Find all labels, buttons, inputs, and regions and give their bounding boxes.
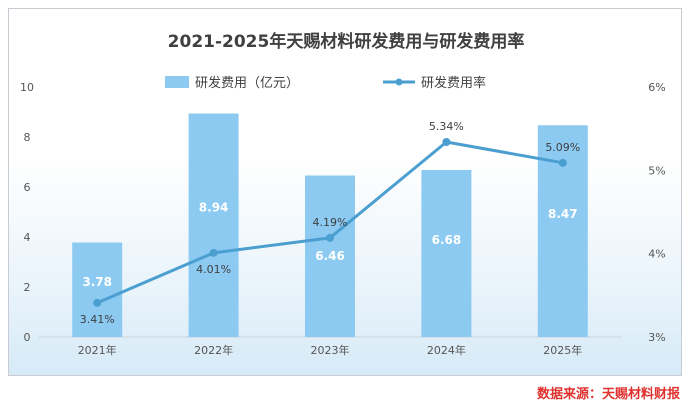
bar-value-label: 8.94: [199, 200, 229, 214]
line-value-label: 3.41%: [80, 313, 115, 326]
line-point: [442, 138, 451, 146]
y-left-tick-label: 0: [24, 331, 31, 344]
bar-value-label: 3.78: [82, 275, 112, 289]
x-tick-label: 2021年: [78, 343, 117, 357]
y-right-tick-label: 4%: [648, 248, 665, 261]
axes: 0 2 4 6 8 10 3% 4% 5% 6% 2021年 2022年 2023年 2024年 2025年: [20, 81, 666, 357]
bar-value-label: 8.47: [548, 207, 578, 221]
bar: [72, 242, 123, 337]
bar: [421, 170, 472, 337]
legend-line-marker: [395, 78, 403, 86]
bar: [537, 125, 588, 337]
line-value-label: 5.09%: [545, 141, 580, 154]
data-source-note: 数据来源：天赐材料财报: [536, 387, 680, 402]
line-point: [93, 298, 102, 307]
legend-bar-swatch: [165, 76, 189, 88]
line-point: [326, 233, 334, 242]
bar: [188, 113, 239, 337]
x-tick-label: 2022年: [194, 343, 233, 357]
chart-svg: 2021-2025年天赐材料研发费用与研发费用率 研发费用（亿元） 研发费用率 0…: [20, 31, 666, 357]
y-right-tick-label: 6%: [648, 81, 665, 94]
legend-bar-label: 研发费用（亿元）: [195, 75, 299, 91]
x-tick-label: 2023年: [311, 343, 350, 357]
y-left-tick-label: 2: [24, 281, 31, 294]
line-point: [209, 248, 218, 257]
line-value-label: 4.01%: [196, 263, 231, 276]
x-tick-label: 2024年: [427, 343, 466, 357]
y-right-tick-label: 5%: [648, 164, 665, 177]
chart-title: 2021-2025年天赐材料研发费用与研发费用率: [168, 31, 525, 52]
bar-value-label: 6.68: [432, 233, 462, 247]
y-left-tick-label: 4: [24, 231, 31, 244]
bar: [305, 175, 355, 337]
line-series: 3.41% 4.01% 4.19% 5.34% 5.09%: [80, 120, 581, 326]
y-right-tick-label: 3%: [648, 331, 665, 344]
line-value-label: 4.19%: [313, 216, 348, 229]
x-tick-label: 2025年: [543, 343, 582, 357]
chart-frame: 2021-2025年天赐材料研发费用与研发费用率 研发费用（亿元） 研发费用率 0…: [8, 8, 682, 376]
y-left-tick-label: 10: [20, 81, 34, 94]
y-left-tick-label: 8: [24, 131, 31, 144]
line-value-label: 5.34%: [429, 120, 464, 133]
line-point: [558, 158, 567, 167]
bar-value-label: 6.46: [315, 249, 345, 263]
y-left-tick-label: 6: [24, 181, 31, 194]
legend: 研发费用（亿元） 研发费用率: [165, 75, 486, 91]
legend-line-label: 研发费用率: [421, 75, 486, 91]
